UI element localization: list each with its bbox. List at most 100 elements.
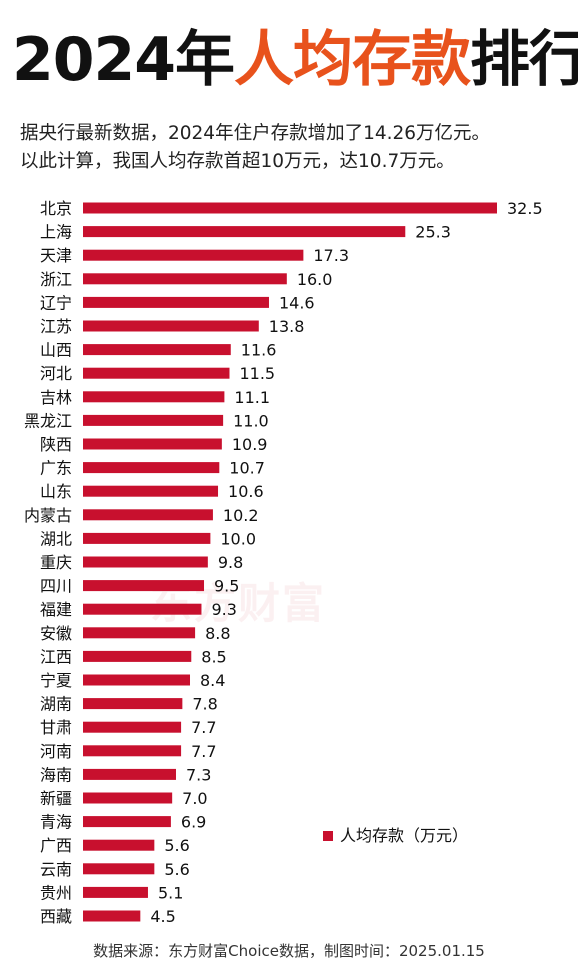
bar bbox=[83, 296, 269, 308]
bar bbox=[83, 698, 183, 710]
bar bbox=[83, 344, 231, 356]
data-label: 14.6 bbox=[279, 293, 315, 312]
category-label: 广西 bbox=[40, 836, 72, 855]
data-label: 13.8 bbox=[269, 317, 305, 336]
category-label: 广东 bbox=[40, 459, 72, 478]
subtitle-line-2: 以此计算，我国人均存款首超10万元，达10.7万元。 bbox=[20, 151, 455, 172]
title-highlight: 人均存款 bbox=[234, 25, 471, 95]
bar bbox=[83, 532, 211, 544]
bar bbox=[83, 603, 202, 615]
category-label: 山东 bbox=[40, 482, 72, 501]
bar bbox=[83, 768, 176, 780]
bar bbox=[83, 886, 148, 898]
bar bbox=[83, 438, 222, 450]
category-label: 浙江 bbox=[40, 270, 72, 289]
bar bbox=[83, 674, 191, 686]
category-label: 黑龙江 bbox=[24, 411, 72, 430]
data-label: 32.5 bbox=[507, 199, 543, 218]
category-label: 西藏 bbox=[40, 907, 72, 926]
data-label: 7.0 bbox=[182, 789, 207, 808]
category-label: 湖北 bbox=[40, 529, 72, 548]
data-label: 4.5 bbox=[150, 907, 175, 926]
category-label: 重庆 bbox=[40, 553, 72, 572]
title-suffix: 排行 bbox=[470, 25, 578, 95]
category-label: 安徽 bbox=[40, 624, 72, 643]
data-label: 11.6 bbox=[241, 341, 277, 360]
legend-swatch bbox=[323, 831, 333, 841]
category-label: 贵州 bbox=[40, 883, 72, 902]
bar bbox=[83, 627, 196, 639]
category-label: 吉林 bbox=[40, 388, 72, 407]
category-label: 云南 bbox=[40, 860, 72, 879]
bar-chart: 北京 32.5 上海 25.3 天津 17.3 浙江 16.0 辽宁 14.6 江苏 13.8 山西 11… bbox=[24, 199, 543, 926]
bar bbox=[83, 485, 219, 497]
data-label: 11.0 bbox=[233, 411, 269, 430]
category-label: 湖南 bbox=[40, 695, 72, 714]
bar bbox=[83, 556, 208, 568]
bar bbox=[83, 721, 182, 733]
data-label: 7.8 bbox=[192, 695, 217, 714]
data-label: 8.4 bbox=[200, 671, 225, 690]
legend: 人均存款（万元） bbox=[323, 826, 468, 845]
data-label: 10.6 bbox=[228, 482, 264, 501]
bar bbox=[83, 462, 220, 474]
category-label: 陕西 bbox=[40, 435, 72, 454]
category-label: 河北 bbox=[40, 364, 72, 383]
data-label: 10.7 bbox=[229, 459, 265, 478]
data-label: 8.8 bbox=[205, 624, 230, 643]
data-label: 8.5 bbox=[201, 647, 226, 666]
data-label: 9.3 bbox=[211, 600, 236, 619]
data-label: 25.3 bbox=[415, 223, 451, 242]
category-label: 河南 bbox=[40, 742, 72, 761]
bar bbox=[83, 391, 225, 403]
subtitle-line-1: 据央行最新数据，2024年住户存款增加了14.26万亿元。 bbox=[20, 123, 491, 144]
bar bbox=[83, 320, 259, 332]
category-label: 天津 bbox=[40, 246, 72, 265]
data-label: 10.9 bbox=[232, 435, 268, 454]
bar bbox=[83, 745, 182, 757]
page-title: 2024年人均存款排行 bbox=[12, 20, 578, 100]
data-label: 7.7 bbox=[191, 742, 216, 761]
data-label: 9.5 bbox=[214, 577, 239, 596]
bar bbox=[83, 509, 213, 521]
category-label: 北京 bbox=[40, 199, 72, 218]
category-label: 甘肃 bbox=[40, 718, 72, 737]
title-year: 2024年 bbox=[12, 25, 235, 95]
category-label: 宁夏 bbox=[40, 671, 72, 690]
bar bbox=[83, 226, 406, 238]
data-label: 5.1 bbox=[158, 883, 183, 902]
bar bbox=[83, 367, 230, 379]
bar bbox=[83, 863, 155, 875]
bar bbox=[83, 249, 304, 261]
bar bbox=[83, 273, 287, 285]
category-label: 上海 bbox=[40, 223, 72, 242]
bar bbox=[83, 580, 205, 592]
category-label: 江西 bbox=[40, 647, 72, 666]
data-label: 5.6 bbox=[164, 860, 189, 879]
category-label: 海南 bbox=[40, 765, 72, 784]
category-label: 山西 bbox=[40, 341, 72, 360]
data-label: 6.9 bbox=[181, 813, 206, 832]
data-label: 11.1 bbox=[234, 388, 270, 407]
data-label: 9.8 bbox=[218, 553, 243, 572]
category-label: 江苏 bbox=[40, 317, 72, 336]
category-label: 福建 bbox=[40, 600, 72, 619]
data-label: 10.0 bbox=[220, 529, 256, 548]
data-label: 11.5 bbox=[239, 364, 275, 383]
data-label: 5.6 bbox=[164, 836, 189, 855]
data-source-note: 数据来源：东方财富Choice数据，制图时间：2025.01.15 bbox=[93, 942, 485, 960]
bar bbox=[83, 202, 497, 214]
category-label: 青海 bbox=[40, 813, 72, 832]
category-label: 辽宁 bbox=[40, 293, 72, 312]
bar bbox=[83, 650, 192, 662]
category-label: 新疆 bbox=[40, 789, 72, 808]
bar bbox=[83, 792, 173, 804]
legend-label: 人均存款（万元） bbox=[340, 826, 468, 845]
category-label: 四川 bbox=[40, 577, 72, 596]
data-label: 10.2 bbox=[223, 506, 259, 525]
data-label: 7.3 bbox=[186, 765, 211, 784]
bar bbox=[83, 910, 141, 922]
data-label: 7.7 bbox=[191, 718, 216, 737]
bar bbox=[83, 414, 224, 426]
bar bbox=[83, 816, 171, 828]
